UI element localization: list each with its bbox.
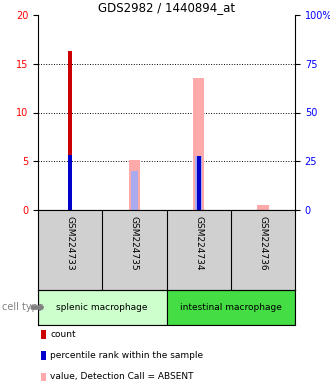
Text: count: count: [50, 330, 76, 339]
Text: GSM224736: GSM224736: [258, 217, 267, 271]
Bar: [167, 290, 295, 325]
Text: intestinal macrophage: intestinal macrophage: [180, 303, 282, 312]
Title: GDS2982 / 1440894_at: GDS2982 / 1440894_at: [98, 1, 235, 14]
Bar: [38, 290, 167, 325]
Bar: [68, 156, 72, 210]
Text: cell type: cell type: [2, 303, 44, 313]
Bar: [131, 171, 138, 210]
Bar: [129, 160, 140, 210]
Text: GSM224733: GSM224733: [66, 217, 75, 271]
Bar: [197, 156, 201, 210]
Text: value, Detection Call = ABSENT: value, Detection Call = ABSENT: [50, 372, 194, 381]
Text: GSM224735: GSM224735: [130, 217, 139, 271]
Bar: [68, 51, 72, 210]
Text: splenic macrophage: splenic macrophage: [56, 303, 148, 312]
Bar: [257, 205, 269, 210]
Text: percentile rank within the sample: percentile rank within the sample: [50, 351, 204, 360]
Bar: [195, 156, 203, 210]
Text: GSM224734: GSM224734: [194, 217, 203, 271]
Bar: [193, 78, 204, 210]
